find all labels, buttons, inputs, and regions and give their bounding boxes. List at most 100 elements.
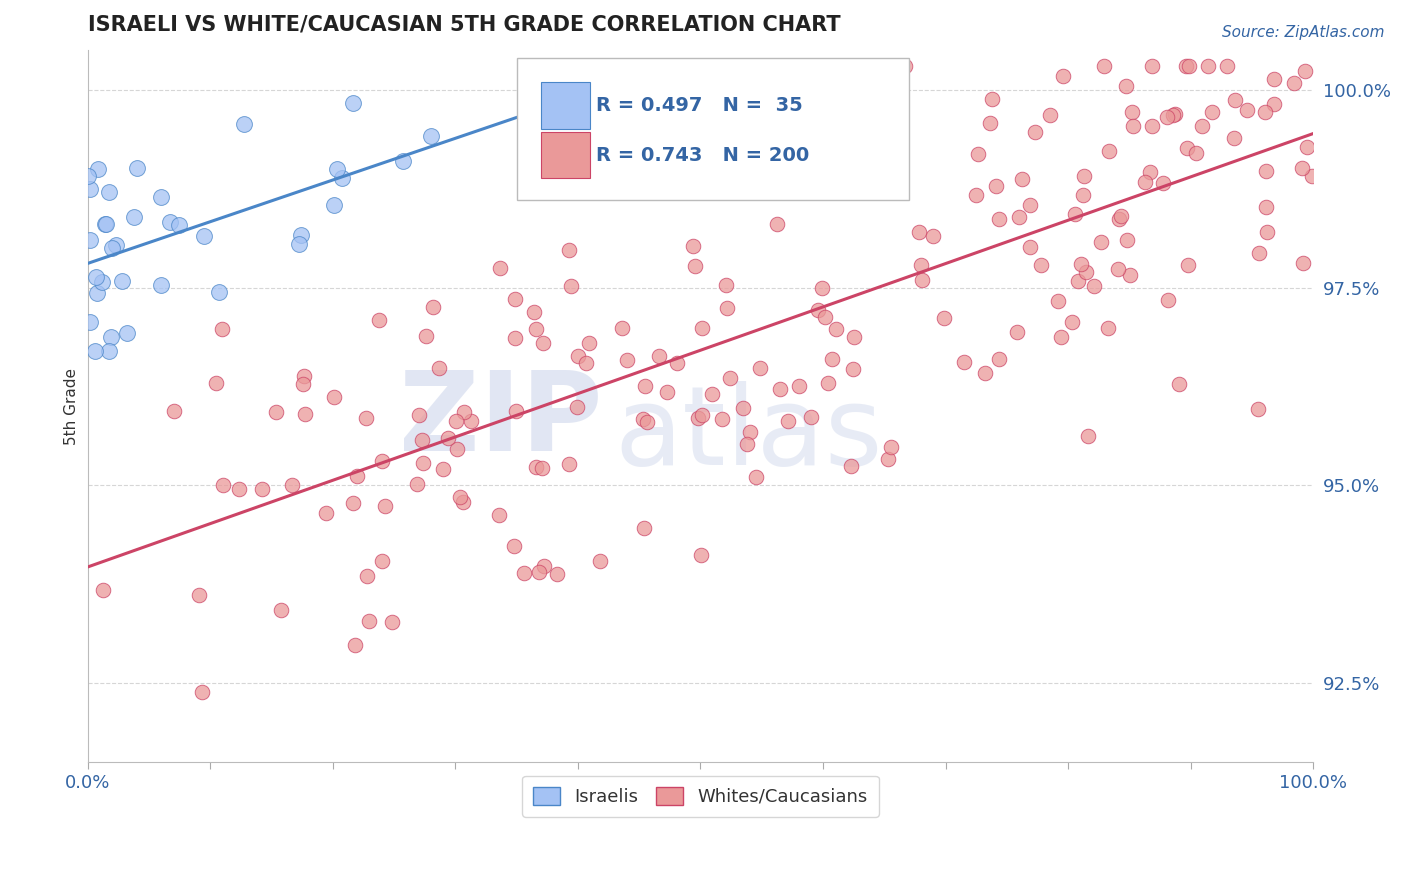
Point: [740, 425, 762, 439]
Point: [292, 368, 315, 383]
Point: [648, 349, 671, 363]
Point: [1156, 110, 1178, 124]
FancyBboxPatch shape: [541, 82, 591, 128]
Point: [408, 408, 430, 422]
Point: [842, 329, 865, 343]
Point: [405, 476, 427, 491]
Point: [228, 482, 250, 496]
Point: [427, 361, 450, 376]
Point: [844, 177, 866, 191]
Point: [817, 376, 839, 390]
Point: [503, 292, 526, 306]
Point: [488, 508, 510, 522]
Point: [505, 331, 527, 345]
Point: [1178, 59, 1201, 73]
Text: atlas: atlas: [614, 381, 883, 488]
Point: [432, 461, 454, 475]
Point: [718, 371, 741, 385]
Point: [1109, 209, 1132, 223]
Point: [513, 566, 536, 581]
Point: [294, 407, 316, 421]
Point: [162, 404, 184, 418]
Point: [524, 322, 547, 336]
Point: [1140, 119, 1163, 133]
Point: [288, 236, 311, 251]
Point: [264, 405, 287, 419]
Point: [1052, 69, 1074, 83]
Point: [1263, 97, 1285, 112]
Point: [1024, 125, 1046, 139]
Point: [392, 153, 415, 168]
Point: [94, 217, 117, 231]
Point: [821, 352, 844, 367]
Point: [631, 411, 654, 425]
Point: [1070, 257, 1092, 271]
Point: [1019, 198, 1042, 212]
Point: [460, 414, 482, 428]
FancyBboxPatch shape: [516, 58, 908, 200]
Point: [560, 278, 582, 293]
Point: [692, 321, 714, 335]
Point: [1083, 279, 1105, 293]
Point: [922, 229, 945, 244]
Point: [787, 379, 810, 393]
Point: [444, 414, 467, 428]
Point: [984, 178, 1007, 193]
Point: [193, 228, 215, 243]
Point: [1201, 104, 1223, 119]
Point: [690, 548, 713, 562]
Point: [756, 174, 779, 188]
Point: [104, 238, 127, 252]
Point: [682, 239, 704, 253]
Point: [1092, 59, 1115, 73]
Point: [322, 198, 344, 212]
Point: [974, 366, 997, 380]
Point: [876, 451, 898, 466]
Point: [84, 270, 107, 285]
Point: [531, 335, 554, 350]
Point: [1116, 233, 1139, 247]
Point: [188, 588, 211, 602]
Point: [610, 320, 633, 334]
Point: [342, 496, 364, 510]
Point: [636, 416, 658, 430]
Y-axis label: 5th Grade: 5th Grade: [65, 368, 79, 444]
Point: [700, 386, 723, 401]
Point: [83, 343, 105, 358]
Point: [1062, 315, 1084, 329]
Point: [1223, 131, 1246, 145]
Point: [1254, 105, 1277, 120]
Point: [1097, 144, 1119, 158]
Point: [735, 437, 758, 451]
Point: [672, 151, 695, 165]
Point: [965, 187, 987, 202]
Point: [91, 583, 114, 598]
Point: [315, 506, 337, 520]
Point: [567, 349, 589, 363]
Point: [1152, 176, 1174, 190]
Point: [449, 490, 471, 504]
Point: [1294, 64, 1316, 78]
Point: [79, 181, 101, 195]
Point: [205, 376, 228, 391]
Text: ZIP: ZIP: [399, 367, 602, 474]
Point: [1284, 76, 1306, 90]
Point: [415, 328, 437, 343]
Point: [1066, 274, 1088, 288]
Point: [1225, 93, 1247, 107]
Point: [886, 185, 908, 199]
Point: [531, 461, 554, 475]
Point: [343, 638, 366, 652]
Point: [190, 685, 212, 699]
Point: [211, 322, 233, 336]
Point: [1090, 235, 1112, 250]
Point: [981, 92, 1004, 106]
Point: [988, 212, 1011, 227]
Point: [159, 215, 181, 229]
Point: [1247, 246, 1270, 260]
Point: [94, 217, 117, 231]
Point: [77, 169, 100, 183]
Point: [910, 258, 932, 272]
Point: [97, 343, 120, 358]
Point: [685, 259, 707, 273]
